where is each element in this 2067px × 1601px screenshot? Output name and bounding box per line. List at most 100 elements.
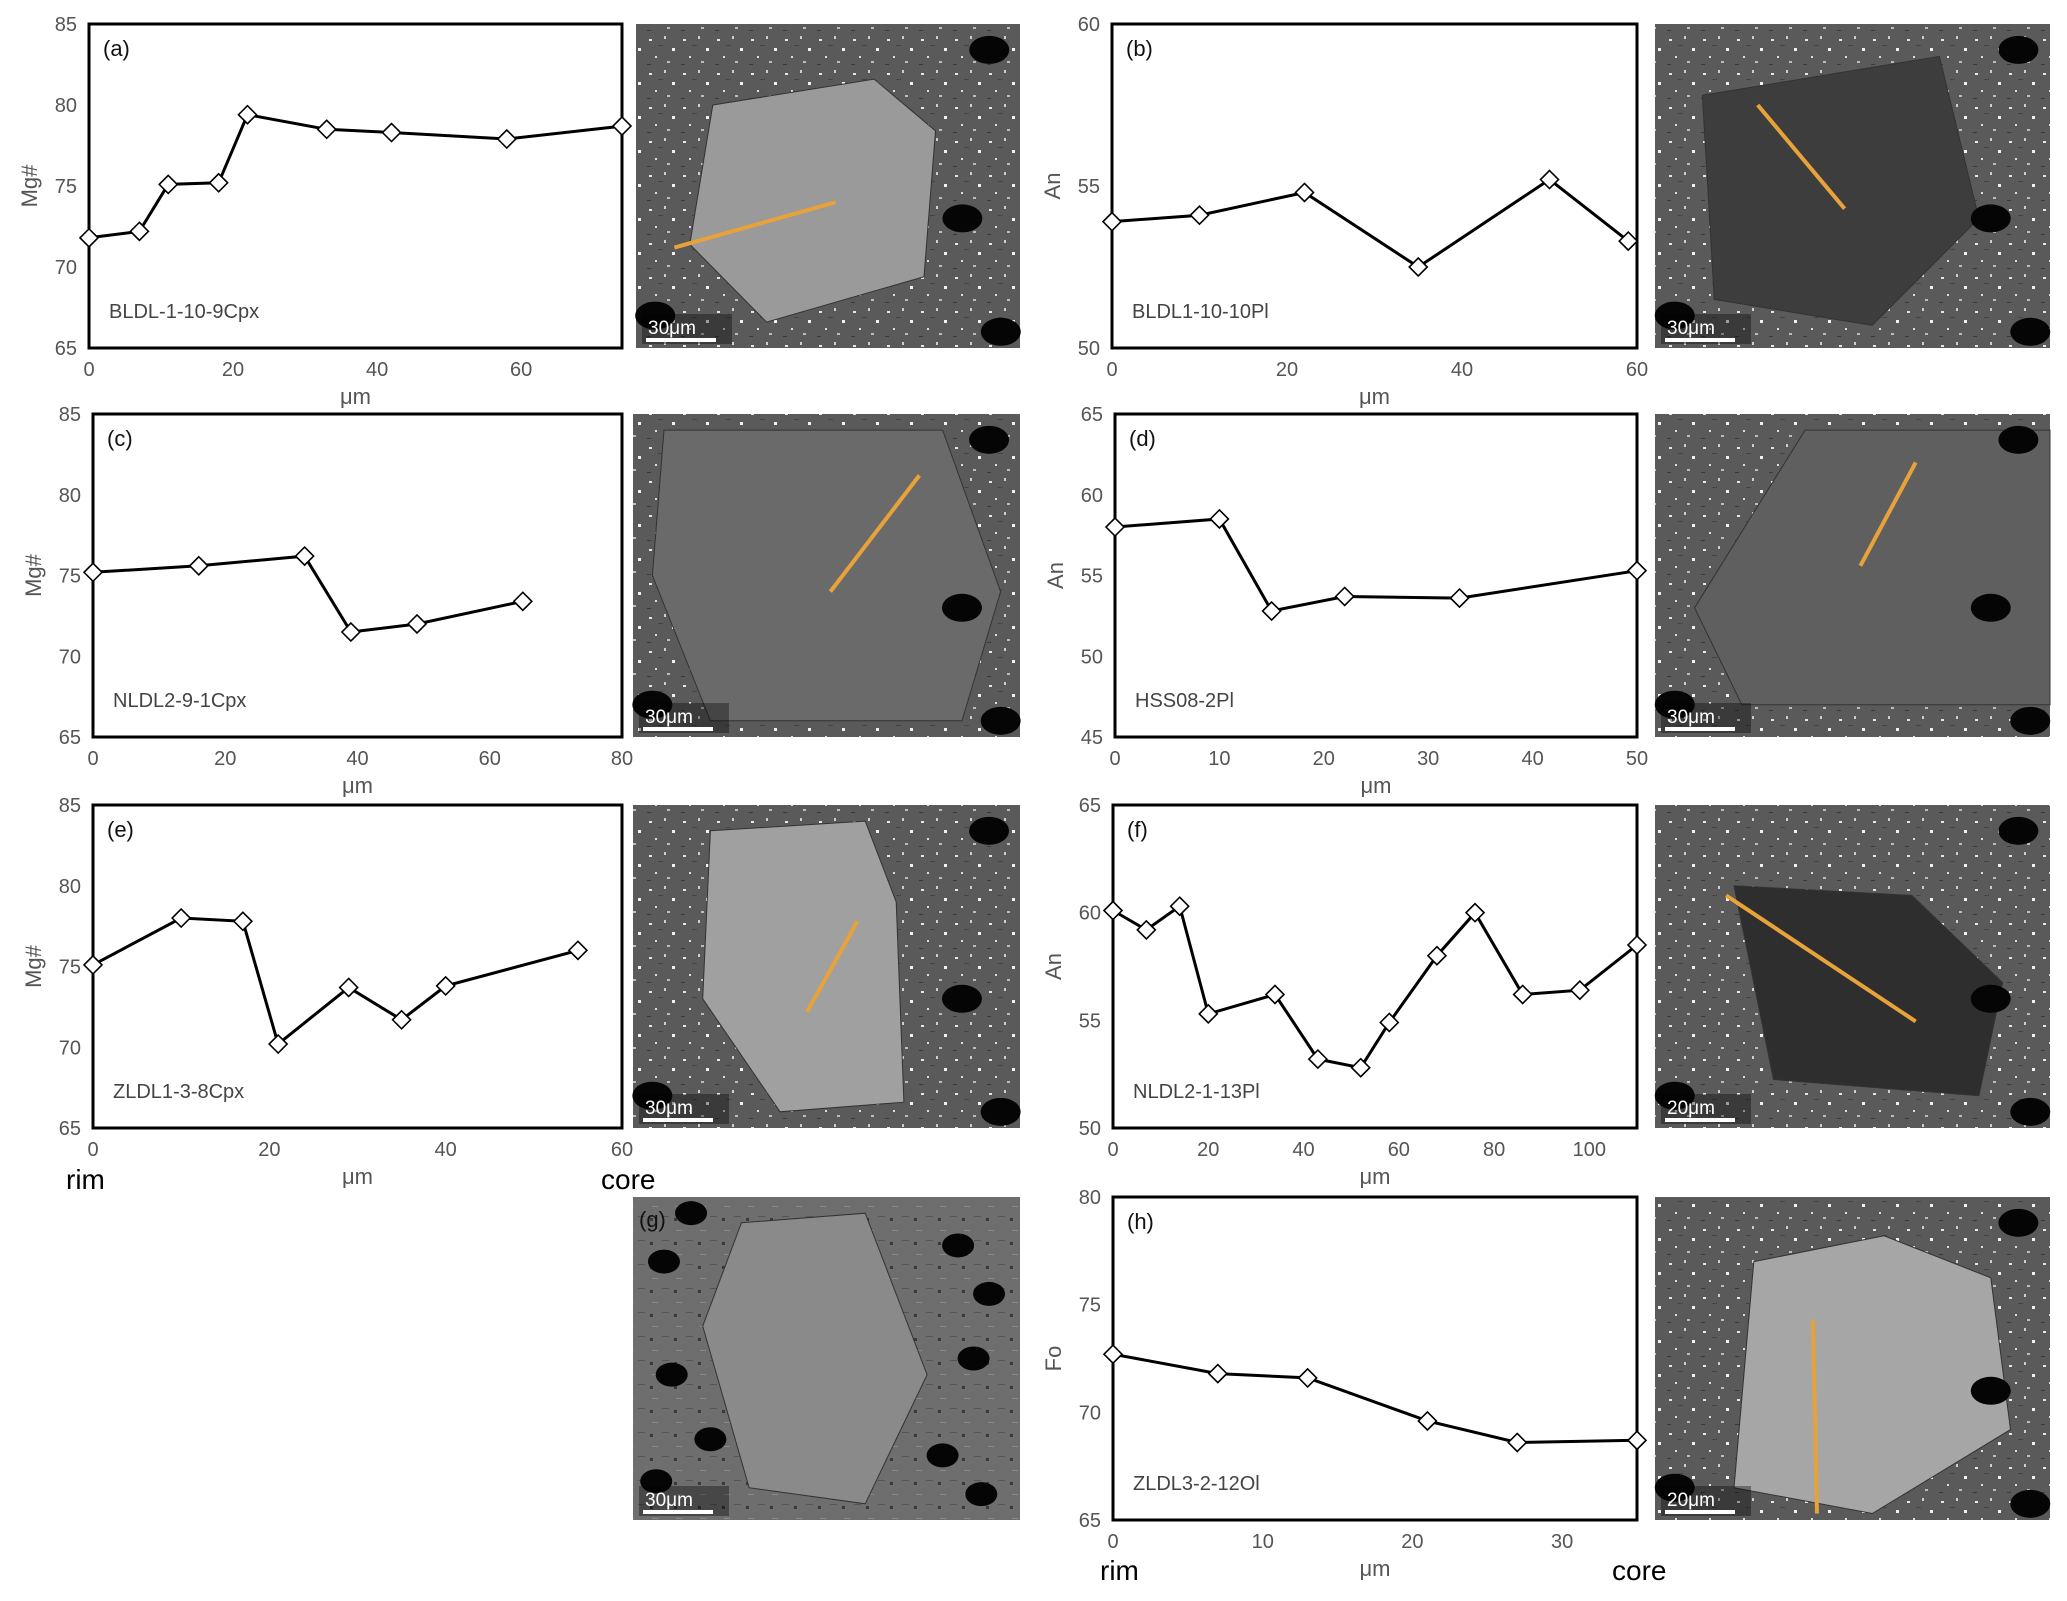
data-point bbox=[158, 174, 179, 195]
data-point bbox=[237, 104, 258, 125]
series-line bbox=[1114, 517, 1638, 613]
panel-letter: (f) bbox=[1127, 817, 1148, 842]
data-point bbox=[82, 954, 104, 976]
data-point bbox=[1626, 934, 1648, 956]
line-chart: 65 70 75 80 85 0 20 40 60 μm Mg# (e) ZLDL1-3-8Cpx bbox=[21, 795, 633, 1189]
data-point bbox=[1198, 1003, 1219, 1025]
data-point bbox=[1449, 587, 1470, 609]
y-tick-label: 65 bbox=[55, 338, 77, 360]
plot-frame bbox=[87, 22, 624, 350]
sample-label: BLDL-1-10-9Cpx bbox=[109, 301, 259, 323]
core-label: core bbox=[1612, 1555, 1666, 1586]
data-point bbox=[496, 128, 517, 150]
x-tick-label: 80 bbox=[611, 748, 633, 770]
data-point bbox=[1618, 230, 1639, 252]
x-tick-label: 0 bbox=[1107, 1139, 1118, 1161]
y-tick-label: 65 bbox=[1081, 404, 1103, 426]
vesicle bbox=[969, 816, 1010, 845]
data-point bbox=[316, 119, 337, 140]
vesicle bbox=[957, 1346, 990, 1371]
y-tick-label: 65 bbox=[59, 727, 81, 749]
y-tick-label: 70 bbox=[59, 1037, 81, 1059]
data-point bbox=[188, 555, 209, 576]
vesicle bbox=[942, 1233, 975, 1258]
scale-bar-label: 30μm bbox=[1667, 707, 1715, 728]
x-axis-label: μm bbox=[342, 1164, 373, 1189]
y-tick-label: 85 bbox=[55, 14, 77, 36]
panel-letter: (c) bbox=[107, 426, 133, 451]
rim-label: rim bbox=[66, 1164, 105, 1195]
vesicle bbox=[655, 1362, 688, 1387]
series-line bbox=[1112, 1352, 1638, 1445]
line-chart: 50 55 60 0 20 40 60 μm An (b) BLDL1-10-10Pl bbox=[1040, 14, 1648, 409]
data-point bbox=[1417, 1410, 1438, 1432]
data-point bbox=[1261, 600, 1282, 622]
y-tick-label: 55 bbox=[1079, 1010, 1101, 1032]
y-tick-label: 75 bbox=[59, 566, 81, 588]
plot-frame bbox=[1111, 1195, 1639, 1522]
profile-line bbox=[1756, 103, 1847, 210]
x-tick-label: 60 bbox=[510, 359, 532, 381]
profile-line bbox=[828, 474, 921, 593]
x-tick-label: 40 bbox=[1521, 748, 1543, 770]
line-chart: 50 55 60 65 0 20 40 60 80 100 μm An (f) NLDL2-1-13Pl bbox=[1041, 795, 1648, 1189]
vesicle bbox=[1970, 1376, 2011, 1405]
vesicle bbox=[926, 1443, 959, 1468]
y-tick-label: 70 bbox=[1079, 1402, 1101, 1424]
data-point bbox=[1464, 902, 1486, 923]
vesicle bbox=[1998, 816, 2039, 845]
line-chart: 65 70 75 80 0 10 20 30 μm Fo (h) ZLDL3-2-12Ol bbox=[1041, 1187, 1648, 1581]
x-tick-label: 0 bbox=[1106, 359, 1117, 381]
data-point bbox=[340, 621, 362, 643]
data-point bbox=[1136, 919, 1157, 941]
y-tick-label: 70 bbox=[55, 257, 77, 279]
y-tick-label: 65 bbox=[1079, 795, 1101, 817]
vesicle bbox=[2010, 1489, 2051, 1518]
y-tick-label: 65 bbox=[59, 1118, 81, 1140]
data-point bbox=[208, 172, 229, 193]
data-point bbox=[1569, 980, 1590, 1001]
data-point bbox=[1102, 1344, 1124, 1365]
data-point bbox=[1408, 256, 1429, 278]
profile-line bbox=[1811, 1319, 1819, 1514]
y-tick-label: 80 bbox=[1079, 1187, 1101, 1209]
data-point bbox=[171, 907, 192, 929]
scale-bar-label: 30μm bbox=[645, 707, 693, 728]
vesicle bbox=[980, 1097, 1021, 1126]
data-point bbox=[1626, 560, 1648, 581]
crystal-grain bbox=[702, 820, 905, 1113]
sample-label: BLDL1-10-10Pl bbox=[1132, 301, 1269, 323]
sample-label: ZLDL3-2-12Ol bbox=[1133, 1473, 1260, 1495]
crystal-grain bbox=[702, 1212, 928, 1505]
data-point bbox=[1101, 211, 1123, 232]
data-point bbox=[406, 613, 428, 635]
vesicle bbox=[632, 1081, 673, 1110]
scale-bar: 20μm bbox=[1661, 1486, 1751, 1516]
x-tick-label: 30 bbox=[1417, 748, 1439, 770]
vesicle bbox=[1970, 204, 2011, 233]
y-tick-label: 80 bbox=[59, 485, 81, 507]
data-point bbox=[381, 122, 402, 143]
x-tick-label: 40 bbox=[1292, 1139, 1314, 1161]
sample-label: ZLDL1-3-8Cpx bbox=[113, 1081, 244, 1103]
core-label: core bbox=[601, 1164, 655, 1195]
vesicle bbox=[969, 35, 1010, 64]
x-tick-label: 10 bbox=[1208, 748, 1230, 770]
vesicle bbox=[640, 1469, 673, 1494]
profile-line bbox=[1858, 461, 1918, 567]
y-axis-label: Mg# bbox=[21, 944, 46, 988]
data-point bbox=[1539, 169, 1560, 190]
data-point bbox=[78, 227, 100, 248]
x-tick-label: 30 bbox=[1551, 1531, 1573, 1553]
vesicle bbox=[1970, 593, 2011, 622]
scale-bar-label: 20μm bbox=[1667, 1490, 1715, 1511]
bse-image: 20μm bbox=[1654, 805, 2051, 1128]
data-point bbox=[338, 977, 359, 998]
vesicle bbox=[1998, 1208, 2039, 1237]
data-point bbox=[1294, 182, 1315, 203]
y-axis-label: An bbox=[1043, 562, 1068, 589]
y-axis-label: Fo bbox=[1041, 1346, 1066, 1372]
y-axis-label: Mg# bbox=[17, 164, 42, 208]
panel-letter: (b) bbox=[1126, 36, 1153, 61]
